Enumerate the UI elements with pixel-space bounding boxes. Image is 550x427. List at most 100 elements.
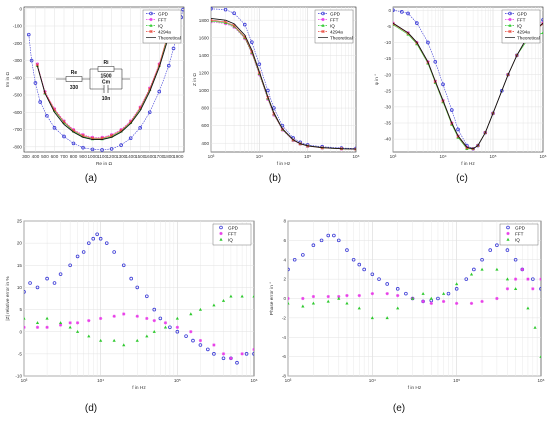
data-point	[433, 59, 438, 64]
x-tick-label: 10³	[390, 154, 397, 159]
data-point	[370, 272, 375, 277]
x-tick-label: 300	[22, 154, 30, 159]
x-tick-label: 10⁴	[97, 378, 104, 383]
data-point	[292, 257, 297, 262]
y-axis-label: Z in Ω	[192, 73, 198, 86]
x-axis-label: f in Hz	[277, 161, 291, 167]
series-layer	[393, 8, 543, 151]
legend-marker	[508, 17, 512, 22]
legend-label: FFT	[228, 231, 237, 236]
data-point	[240, 294, 244, 298]
x-tick-label: 1400	[126, 154, 137, 159]
series-layer	[211, 7, 356, 151]
data-point	[395, 287, 400, 291]
data-point	[122, 312, 126, 316]
series-line	[28, 9, 184, 151]
data-point	[393, 22, 395, 26]
series-layer	[24, 232, 254, 365]
y-tick-label: -100	[13, 24, 23, 29]
data-point	[189, 330, 193, 334]
data-point	[421, 299, 425, 304]
x-tick-label: 1300	[116, 154, 127, 159]
y-tick-label: 1800	[199, 18, 210, 23]
data-point	[311, 301, 315, 305]
data-point	[163, 321, 168, 325]
data-point	[442, 291, 446, 295]
data-point	[87, 319, 91, 323]
y-tick-label: -200	[13, 41, 23, 46]
data-point	[112, 250, 116, 254]
data-point	[45, 325, 49, 329]
data-point	[68, 325, 72, 329]
data-point	[465, 147, 469, 150]
data-point	[229, 294, 233, 298]
data-point	[337, 294, 341, 299]
data-point	[189, 312, 193, 316]
data-point	[526, 306, 530, 310]
data-point	[539, 354, 541, 358]
x-tick-label: 500	[41, 154, 49, 159]
data-point	[90, 135, 95, 139]
y-axis-label: φ in °	[374, 74, 380, 86]
legend-marker	[149, 29, 153, 34]
data-point	[266, 88, 270, 93]
legend-label: FFT	[515, 231, 524, 236]
legend-marker	[508, 29, 512, 34]
cm-value: 10n	[102, 96, 111, 102]
data-point	[95, 232, 99, 237]
y-tick-label: 0	[283, 296, 286, 301]
data-point	[35, 62, 39, 66]
legend-label: IQ	[158, 23, 163, 28]
x-tick-label: 1200	[107, 154, 118, 159]
data-point	[71, 127, 76, 132]
data-point	[400, 10, 404, 14]
legend-box	[212, 223, 252, 246]
data-point	[175, 325, 179, 329]
data-point	[68, 321, 72, 325]
data-point	[171, 46, 176, 51]
data-point	[362, 267, 366, 272]
y-tick-label: -500	[13, 93, 23, 98]
y-tick-label: 2	[283, 277, 286, 282]
series-IQ	[24, 294, 254, 347]
data-point	[495, 243, 499, 248]
data-point	[541, 31, 543, 34]
data-point	[104, 241, 109, 245]
chart-b: 10³ 10⁴ 10⁵ 10⁶ 400 600 800 1000 1200 1400 1600 180…	[192, 6, 360, 184]
data-point	[370, 292, 374, 296]
data-point	[396, 293, 400, 298]
data-point	[38, 100, 42, 104]
data-point	[377, 277, 381, 281]
x-axis-label: f in Hz	[408, 385, 422, 391]
y-tick-label: 8	[283, 219, 286, 224]
data-point	[223, 20, 228, 24]
legend-marker	[508, 11, 512, 16]
data-point	[429, 301, 433, 305]
data-point	[81, 145, 85, 150]
data-point	[288, 301, 290, 305]
data-point	[531, 287, 535, 291]
data-point	[181, 7, 184, 12]
data-point	[541, 22, 543, 26]
data-point	[354, 147, 356, 151]
legend-label: IQ	[515, 237, 520, 242]
data-point	[332, 233, 336, 238]
legend-marker	[219, 231, 223, 236]
y-tick-label: -5	[387, 24, 392, 29]
data-point	[421, 291, 425, 295]
legend-marker	[508, 23, 512, 27]
y-axis-label: Im in Ω	[5, 71, 11, 87]
data-point	[58, 321, 63, 325]
x-tick-label: 400	[32, 154, 40, 159]
data-point	[145, 294, 149, 299]
x-tick-label: 10⁴	[369, 378, 376, 383]
legend-label: IQ	[228, 237, 233, 242]
data-point	[488, 248, 493, 252]
x-tick-label: 10³	[208, 154, 215, 159]
legend-label: GPD	[158, 11, 169, 16]
x-tick-label: 10³	[21, 378, 28, 383]
data-point	[148, 86, 152, 90]
y-tick-label: 25	[17, 219, 23, 224]
y-tick-label: -20	[384, 72, 391, 77]
